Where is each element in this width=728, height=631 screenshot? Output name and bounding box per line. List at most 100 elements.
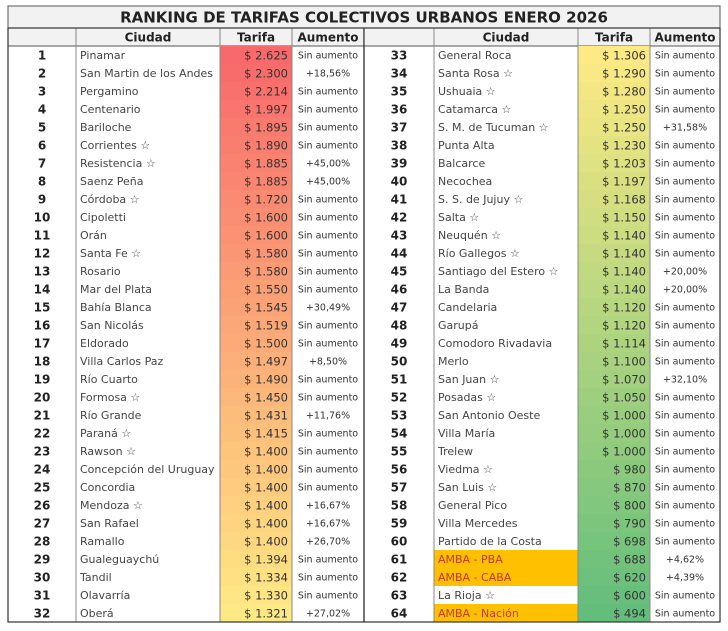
city: AMBA - PBA [438,553,503,566]
tarifa-cell [220,262,292,280]
rank: 3 [38,85,46,99]
tarifa: $ 1.000 [602,409,646,423]
rank: 54 [391,427,408,441]
aumento: Sin aumento [655,591,715,602]
aumento: +30,49% [306,303,350,314]
tarifa-cell [578,514,650,532]
aumento: Sin aumento [655,609,715,620]
tarifa: $ 1.197 [602,175,646,189]
tarifa-cell [220,460,292,478]
rank: 37 [391,121,408,135]
tarifa: $ 2.214 [244,85,288,99]
tarifa-cell [220,514,292,532]
city: Merlo [438,355,469,368]
tarifa-cell [578,568,650,586]
tarifa-cell [220,280,292,298]
city: Resistencia ☆ [80,157,156,170]
tarifa: $ 1.140 [602,247,646,261]
tarifa-cell [220,118,292,136]
aumento: +11,76% [306,411,350,422]
tarifa-cell [220,172,292,190]
city: Partido de la Costa [438,535,542,548]
rank: 8 [38,175,46,189]
rank: 28 [34,535,51,549]
tarifa: $ 1.580 [244,265,288,279]
rank: 17 [34,337,51,351]
aumento: +16,67% [306,501,350,512]
city: Bariloche [80,121,132,134]
aumento: Sin aumento [655,537,715,548]
city: Garupá [438,319,478,332]
tarifa-cell [220,586,292,604]
city: Concordia [80,481,135,494]
city: Formosa ☆ [80,391,140,404]
tarifa: $ 1.415 [244,427,288,441]
aumento: Sin aumento [298,87,358,98]
city: Gualeguaychú [80,553,159,566]
tarifa-cell [220,190,292,208]
tarifa-cell [220,604,292,622]
column-header: Aumento [298,31,359,45]
city: San Luis ☆ [438,481,497,494]
city: Mar del Plata [80,283,152,296]
tarifa-cell [220,370,292,388]
tarifa-cell [220,46,292,64]
city-highlight [434,604,578,622]
aumento: Sin aumento [655,195,715,206]
tarifa: $ 1.490 [244,373,288,387]
rank: 6 [38,139,46,153]
tarifa: $ 1.400 [244,481,288,495]
city: Oberá [80,607,114,620]
aumento: Sin aumento [655,339,715,350]
aumento: Sin aumento [298,285,358,296]
rank: 32 [34,607,51,621]
rank: 39 [391,157,408,171]
rank: 33 [391,49,408,63]
city: Candelaria [438,301,497,314]
city: Catamarca ☆ [438,103,511,116]
tarifa: $ 1.330 [244,589,288,603]
tarifa: $ 1.230 [602,139,646,153]
aumento: +20,00% [663,267,707,278]
tarifa-cell [220,496,292,514]
tarifa: $ 1.120 [602,319,646,333]
aumento: +8,50% [309,357,347,368]
tarifa-cell [220,64,292,82]
city: Río Grande [80,409,142,422]
city: Rosario [80,265,121,278]
city: Río Cuarto [80,373,138,386]
aumento: +32,10% [663,375,707,386]
tarifa-cell [220,352,292,370]
city: La Banda [438,283,489,296]
rank: 34 [391,67,408,81]
tarifa-cell [578,460,650,478]
aumento: Sin aumento [655,159,715,170]
tarifa: $ 1.140 [602,283,646,297]
city: San Antonio Oeste [438,409,540,422]
tarifa-cell [578,298,650,316]
tarifa: $ 1.250 [602,121,646,135]
city: San Rafael [80,517,139,530]
city: Ramallo [80,535,125,548]
aumento: Sin aumento [298,141,358,152]
tarifa: $ 1.334 [244,571,288,585]
tarifa-cell [578,550,650,568]
tarifa-cell [578,316,650,334]
aumento: Sin aumento [298,591,358,602]
rank: 1 [38,49,46,63]
tarifa: $ 1.450 [244,391,288,405]
tarifa: $ 1.400 [244,535,288,549]
city-highlight [434,550,578,568]
city: Villa María [438,427,495,440]
aumento: Sin aumento [298,321,358,332]
tarifa: $ 1.321 [244,607,288,621]
tarifa-cell [220,388,292,406]
city: Santa Rosa ☆ [438,67,513,80]
aumento: Sin aumento [298,267,358,278]
tarifa: $ 1.070 [602,373,646,387]
title: RANKING DE TARIFAS COLECTIVOS URBANOS EN… [120,9,608,27]
tarifa-cell [220,100,292,118]
city: AMBA - Nación [438,607,519,620]
aumento: +45,00% [306,159,350,170]
